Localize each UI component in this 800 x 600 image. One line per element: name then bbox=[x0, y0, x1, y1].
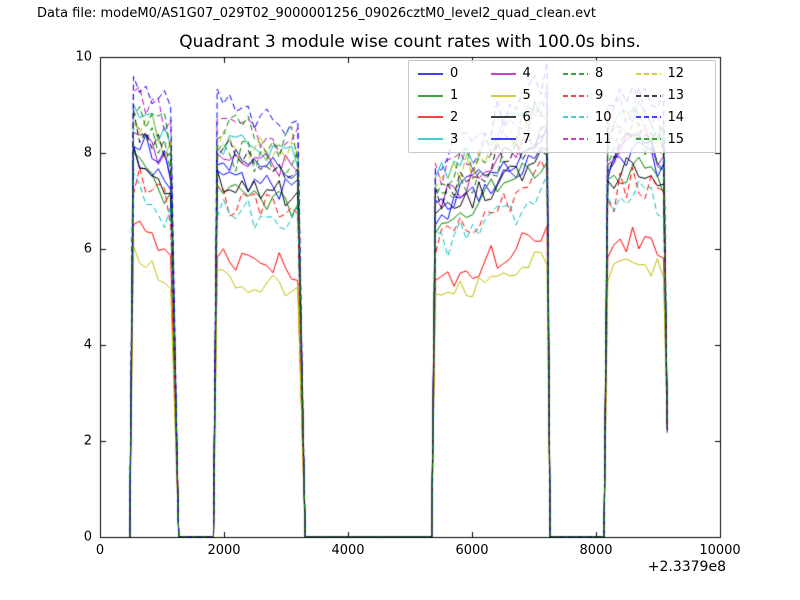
legend-line-sample-icon bbox=[563, 94, 588, 97]
legend-label: 12 bbox=[667, 66, 685, 82]
legend-item-5: 5 bbox=[490, 89, 563, 102]
legend-label: 7 bbox=[522, 131, 531, 147]
y-tick-label: 0 bbox=[83, 529, 92, 545]
legend-item-8: 8 bbox=[562, 67, 635, 80]
legend-line-sample-icon bbox=[490, 94, 516, 97]
legend-label: 11 bbox=[595, 131, 612, 147]
legend-line-sample-icon bbox=[563, 73, 588, 75]
legend-item-12: 12 bbox=[635, 67, 708, 80]
x-tick-label: 6000 bbox=[455, 543, 489, 558]
legend-line-sample-icon bbox=[563, 116, 588, 119]
legend-item-9: 9 bbox=[562, 89, 635, 102]
legend-label: 15 bbox=[667, 131, 685, 147]
legend-item-3: 3 bbox=[417, 133, 490, 146]
legend-label: 10 bbox=[595, 109, 612, 125]
legend-line-sample-icon bbox=[490, 116, 516, 119]
legend-item-13: 13 bbox=[635, 89, 708, 102]
legend-line-sample-icon bbox=[418, 138, 443, 140]
legend-label: 6 bbox=[522, 109, 531, 125]
legend-item-15: 15 bbox=[635, 133, 708, 146]
legend-label: 8 bbox=[595, 66, 604, 82]
legend-line-sample-icon bbox=[635, 116, 661, 119]
legend-item-2: 2 bbox=[417, 111, 490, 124]
y-tick-label: 6 bbox=[83, 241, 92, 257]
legend-label: 5 bbox=[522, 88, 531, 104]
y-tick-label: 10 bbox=[75, 49, 92, 65]
chart-title: Quadrant 3 module wise count rates with … bbox=[179, 32, 641, 52]
legend-item-4: 4 bbox=[490, 67, 563, 80]
x-tick-label: 0 bbox=[95, 543, 105, 558]
legend-label: 0 bbox=[450, 66, 459, 82]
y-tick-label: 2 bbox=[83, 433, 92, 449]
legend-label: 13 bbox=[667, 88, 685, 104]
legend-label: 2 bbox=[450, 109, 459, 125]
legend-line-sample-icon bbox=[635, 73, 661, 75]
legend-label: 4 bbox=[522, 66, 531, 82]
data-file-label: Data file: modeM0/AS1G07_029T02_90000012… bbox=[37, 6, 596, 21]
x-tick-label: 10000 bbox=[699, 543, 741, 558]
legend-item-11: 11 bbox=[562, 133, 635, 146]
legend-line-sample-icon bbox=[635, 94, 661, 97]
x-axis-offset-label: +2.3379e8 bbox=[647, 559, 726, 575]
legend-line-sample-icon bbox=[490, 138, 516, 140]
x-tick-label: 4000 bbox=[331, 543, 365, 558]
legend-line-sample-icon bbox=[418, 73, 443, 75]
y-tick-label: 4 bbox=[83, 337, 92, 353]
legend-line-sample-icon bbox=[490, 73, 516, 75]
legend-item-7: 7 bbox=[490, 133, 563, 146]
x-tick-label: 8000 bbox=[579, 543, 613, 558]
legend-label: 14 bbox=[667, 109, 685, 125]
legend-label: 1 bbox=[450, 88, 459, 104]
legend-label: 9 bbox=[595, 88, 604, 104]
legend-line-sample-icon bbox=[563, 138, 588, 140]
legend-line-sample-icon bbox=[418, 116, 443, 119]
y-tick-label: 8 bbox=[83, 145, 92, 161]
legend-item-1: 1 bbox=[417, 89, 490, 102]
legend-item-14: 14 bbox=[635, 111, 708, 124]
legend: 0 1 2 3 4 5 6 7 8 9 10 11 12 13 14 15 bbox=[408, 60, 716, 153]
legend-item-0: 0 bbox=[417, 67, 490, 80]
legend-item-6: 6 bbox=[490, 111, 563, 124]
legend-label: 3 bbox=[450, 131, 459, 147]
legend-line-sample-icon bbox=[418, 94, 443, 97]
legend-line-sample-icon bbox=[635, 138, 661, 140]
legend-item-10: 10 bbox=[562, 111, 635, 124]
x-tick-label: 2000 bbox=[207, 543, 241, 558]
